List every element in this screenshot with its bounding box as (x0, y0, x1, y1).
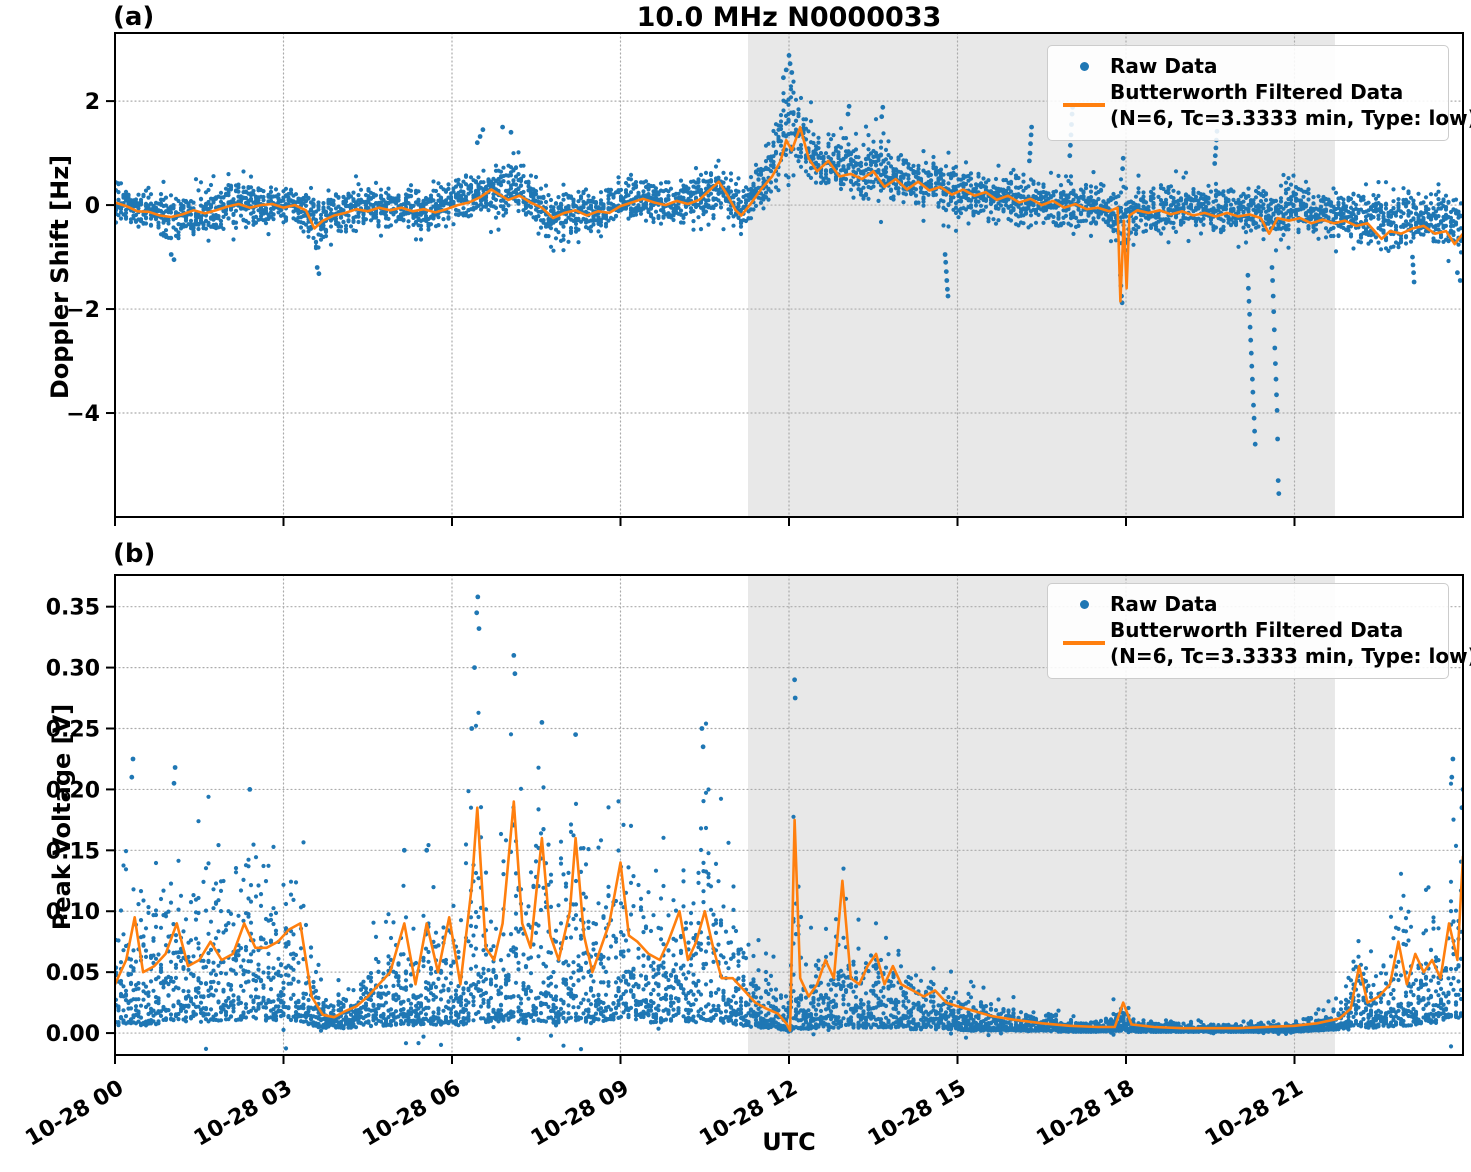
filtered-line-marker-icon (1058, 617, 1110, 669)
legend-raw-label: Raw Data (1110, 54, 1218, 78)
raw-data-marker-icon (1058, 591, 1110, 617)
y-axis-label-doppler: Doppler Shift [Hz] (46, 154, 74, 400)
raw-data-scatter (115, 79, 1463, 264)
svg-text:−2: −2 (66, 298, 100, 323)
svg-text:−4: −4 (66, 402, 100, 427)
butterworth-filtered-line (115, 125, 1463, 303)
tick-marks (106, 100, 1296, 526)
legend-panel-b: Raw Data Butterworth Filtered Data (N=6,… (1047, 583, 1471, 679)
butterworth-filtered-line (115, 800, 1463, 1032)
filtered-line-marker-icon (1058, 79, 1110, 131)
legend-entry-raw: Raw Data (1058, 53, 1440, 79)
legend-filtered-label: Butterworth Filtered Data (1110, 618, 1404, 642)
legend-filtered-params: (N=6, Tc=3.3333 min, Type: low) (1110, 106, 1471, 130)
legend-panel-a: Raw Data Butterworth Filtered Data (N=6,… (1047, 45, 1471, 141)
svg-text:2: 2 (85, 90, 100, 115)
raw-data-marker-icon (1058, 53, 1110, 79)
legend-entry-filtered: Butterworth Filtered Data (N=6, Tc=3.333… (1058, 617, 1471, 669)
legend-entry-raw: Raw Data (1058, 591, 1440, 617)
raw-data-outliers (129, 594, 1463, 853)
legend-filtered-params: (N=6, Tc=3.3333 min, Type: low) (1110, 644, 1471, 668)
legend-raw-label: Raw Data (1110, 592, 1218, 616)
y-tick-labels: 2 0 −2 −4 (66, 90, 100, 427)
panel-b-label: (b) (113, 539, 156, 569)
legend-filtered-label: Butterworth Filtered Data (1110, 80, 1404, 104)
y-tick-labels: 0.350.300.250.200.150.100.050.00 (46, 596, 100, 1047)
tick-marks (106, 605, 1296, 1064)
y-axis-label-voltage: Peak Voltage [V] (48, 703, 76, 931)
panel-a-label: (a) (113, 2, 155, 32)
figure-title: 10.0 MHz N0000033 (636, 2, 942, 33)
legend-entry-filtered: Butterworth Filtered Data (N=6, Tc=3.333… (1058, 79, 1471, 131)
x-axis-label-utc: UTC (762, 1128, 816, 1156)
svg-text:0: 0 (85, 194, 100, 219)
raw-data-scatter (115, 710, 1463, 1052)
